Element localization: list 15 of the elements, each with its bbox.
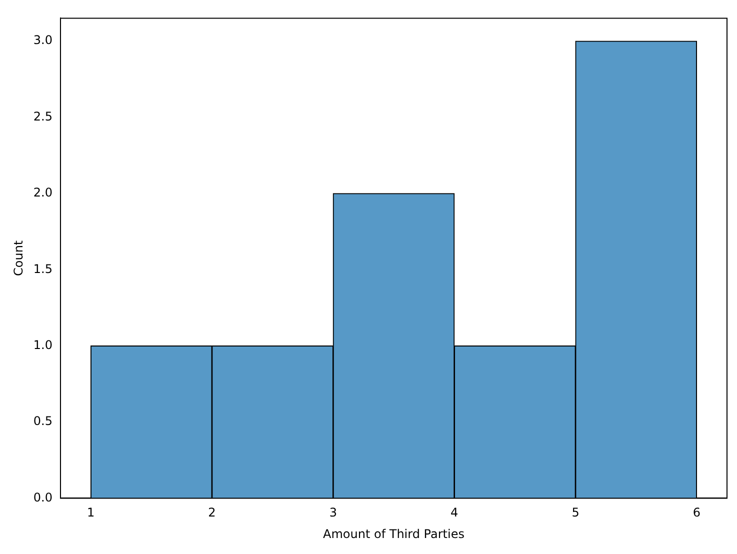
x-tick-label: 2: [208, 506, 216, 520]
x-tick-label: 1: [86, 506, 95, 520]
y-tick-label: 3.0: [33, 33, 52, 48]
y-tick-label: 0.5: [33, 414, 52, 428]
x-tick-label: 5: [572, 506, 580, 520]
x-tick-label: 4: [450, 506, 458, 520]
y-tick-label: 1.0: [33, 338, 52, 352]
x-tick-label: 3: [329, 506, 337, 520]
y-tick-label: 0.0: [33, 490, 52, 504]
y-tick-label: 2.5: [33, 109, 52, 124]
x-tick-label: 6: [692, 506, 701, 520]
y-axis-title: Count: [11, 240, 26, 276]
y-tick-label: 1.5: [33, 262, 52, 276]
x-axis-title: Amount of Third Parties: [323, 526, 464, 541]
y-tick-label: 2.0: [33, 186, 52, 200]
